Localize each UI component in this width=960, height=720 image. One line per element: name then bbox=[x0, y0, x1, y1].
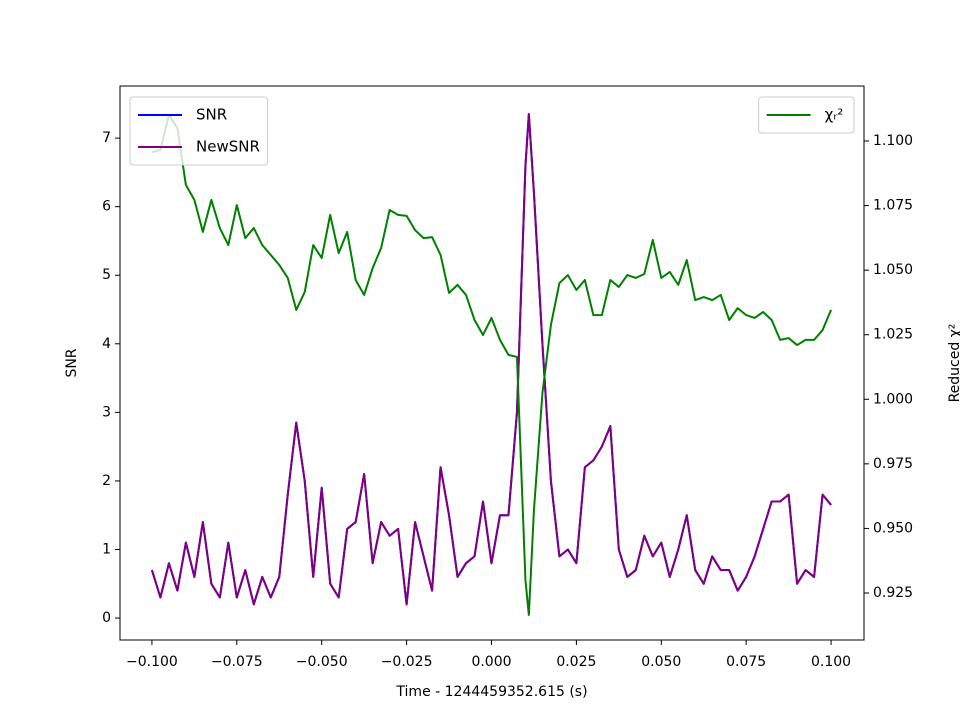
y-tick-label: 5 bbox=[102, 267, 111, 283]
x-tick-label: 0.050 bbox=[641, 654, 681, 670]
plot-frame bbox=[119, 85, 865, 641]
x-tick-label: −0.025 bbox=[381, 654, 433, 670]
y-tick-label: 2 bbox=[102, 473, 111, 489]
x-tick-label: 0.075 bbox=[726, 654, 766, 670]
y2-axis-label: Reduced χ² bbox=[947, 324, 960, 403]
x-tick-label: −0.050 bbox=[296, 654, 348, 670]
legend: SNR NewSNR bbox=[129, 96, 269, 166]
y2-tick-label: 1.100 bbox=[873, 133, 913, 149]
legend-label: χᵣ² bbox=[825, 106, 844, 124]
y2-tick-label: 1.000 bbox=[873, 391, 913, 407]
y-axis-label: SNR bbox=[64, 348, 80, 377]
y2-tick-label: 0.925 bbox=[873, 585, 913, 601]
y-tick-label: 1 bbox=[102, 541, 111, 557]
line-series bbox=[151, 113, 832, 616]
y-tick-label: 4 bbox=[102, 336, 111, 352]
y-tick-label: 0 bbox=[102, 610, 111, 626]
legend: χᵣ² bbox=[758, 96, 855, 134]
y2-tick-label: 0.975 bbox=[873, 456, 913, 472]
x-tick-label: 0.000 bbox=[471, 654, 511, 670]
y2-tick-label: 1.050 bbox=[873, 262, 913, 278]
line-series bbox=[150, 113, 832, 606]
y2-tick-label: 0.950 bbox=[873, 520, 913, 536]
x-tick-label: 0.100 bbox=[811, 654, 851, 670]
legend-label: SNR bbox=[196, 106, 227, 124]
y-tick-label: 6 bbox=[102, 199, 111, 215]
x-axis-label: Time - 1244459352.615 (s) bbox=[395, 684, 587, 700]
x-tick-label: 0.025 bbox=[556, 654, 596, 670]
legend-label: NewSNR bbox=[196, 138, 260, 156]
plot-area bbox=[150, 113, 832, 616]
y-tick-label: 3 bbox=[102, 404, 111, 420]
y-tick-label: 7 bbox=[102, 130, 111, 146]
line-series bbox=[150, 113, 832, 606]
x-tick-label: −0.100 bbox=[126, 654, 178, 670]
y2-tick-label: 1.075 bbox=[873, 198, 913, 214]
x-tick-label: −0.075 bbox=[211, 654, 263, 670]
y2-tick-label: 1.025 bbox=[873, 327, 913, 343]
